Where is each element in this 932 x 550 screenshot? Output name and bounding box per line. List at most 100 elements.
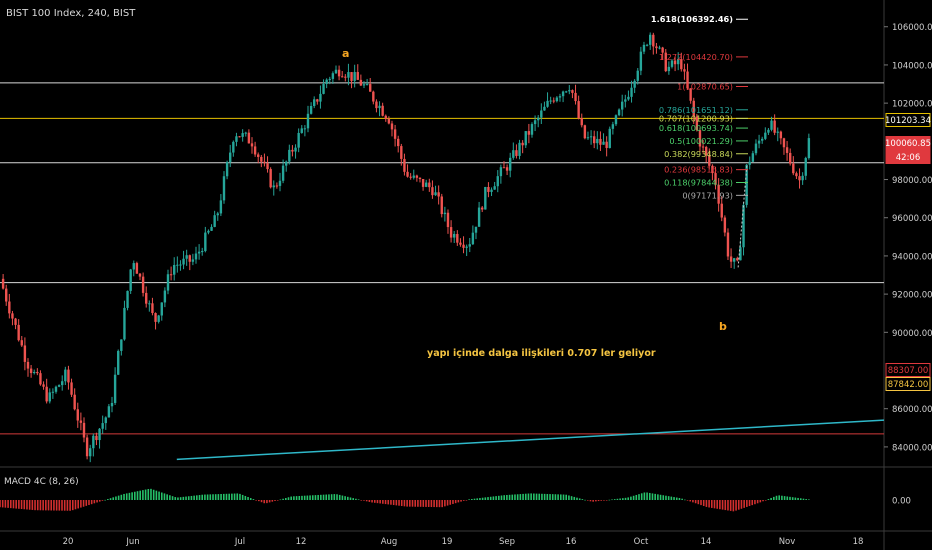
macd-bar [117,495,120,500]
macd-label: MACD 4C (8, 26) [4,477,79,487]
candle-body [580,118,583,126]
macd-bar [597,500,600,502]
candle-body [664,52,667,72]
macd-bar [581,499,584,500]
candle-body [437,192,440,197]
candle-body [113,374,117,403]
macd-bar [255,500,257,501]
candle-body [117,350,120,375]
macd-bar [586,500,589,501]
macd-bar [217,494,220,500]
macd-bar [376,500,379,504]
candle-body [661,47,664,53]
candle-body [229,152,232,163]
macd-bar [298,495,301,500]
candle-body [1,278,5,289]
candle-body [537,117,540,121]
candle-body [804,158,807,176]
candle-body [670,60,674,67]
macd-bar [125,493,128,500]
candle-body [530,124,534,135]
macd-bar [39,500,42,511]
candle-body [527,131,531,135]
macd-bar [198,495,201,500]
candle-body [736,258,739,261]
macd-bar [163,493,166,500]
candle-body [95,435,98,441]
macd-bar [382,500,384,504]
candle-body [397,138,400,147]
candle-body [589,136,593,138]
candle-body [720,203,723,218]
macd-bar [635,494,638,500]
y-tick-label: 96000.00 [892,214,932,224]
macd-bar [96,500,98,503]
macd-bar [347,496,349,500]
candle-body [540,110,543,118]
candle-body [244,132,247,134]
candle-body [82,422,86,438]
candle-body [26,361,30,369]
candle-body [160,302,163,316]
macd-bar [622,498,624,500]
candle-body [586,137,590,139]
y-tick-label: 90000.00 [892,329,932,339]
candle-body [179,264,182,266]
candle-body [269,169,272,188]
macd-bar [344,496,346,500]
macd-bar [7,500,9,508]
macd-bar [274,500,276,501]
candle-body [692,100,695,117]
macd-bar [155,490,158,500]
candle-body [347,72,350,78]
candle-body [387,119,391,124]
candle-body [154,313,157,322]
candle-body [169,274,173,276]
macd-bar [479,498,481,500]
macd-bar [66,500,69,511]
macd-bar [460,500,462,502]
macd-bar [600,500,603,501]
macd-bar [182,496,185,500]
macd-bar [640,493,643,500]
macd-bar [384,500,387,505]
macd-bar [422,500,425,507]
x-tick-label: Oct [634,537,649,547]
candle-body [792,163,795,174]
macd-bar [506,494,508,500]
candle-body [415,175,419,178]
candle-body [120,339,123,351]
macd-bar [713,500,716,509]
candle-body [596,138,599,144]
time-axis[interactable]: 20 Jun Jul 12 Aug 19 Sep 16 Oct 14 Nov 18 [63,537,864,547]
macd-pane[interactable]: MACD 4C (8, 26) 0.00 [0,477,911,512]
candle-body [795,173,798,177]
macd-bar [209,494,212,500]
candle-body [145,292,148,304]
macd-bar [570,496,573,500]
candle-body [313,99,316,106]
macd-bar [578,498,581,500]
macd-bar [797,497,799,500]
macd-bar [616,498,619,500]
x-tick-label: 16 [566,537,577,547]
candle-body [334,69,338,74]
candle-body [754,143,758,154]
candle-body [372,91,375,102]
macd-bar [36,500,39,511]
macd-bar [263,500,266,504]
candle-body [64,369,67,382]
macd-bar [295,496,298,500]
candle-body [281,165,285,181]
y-tick-label: 104000.00 [892,61,932,71]
macd-bar [794,497,797,500]
price-axis[interactable]: 106000.00 104000.00 102000.00 98000.00 96000… [884,23,932,453]
macd-bar [497,495,500,500]
macd-bar [670,496,673,500]
candle-body [92,435,95,449]
macd-bar [778,495,781,500]
macd-bar [667,496,670,500]
macd-bar [589,500,592,502]
macd-bar [371,500,373,503]
